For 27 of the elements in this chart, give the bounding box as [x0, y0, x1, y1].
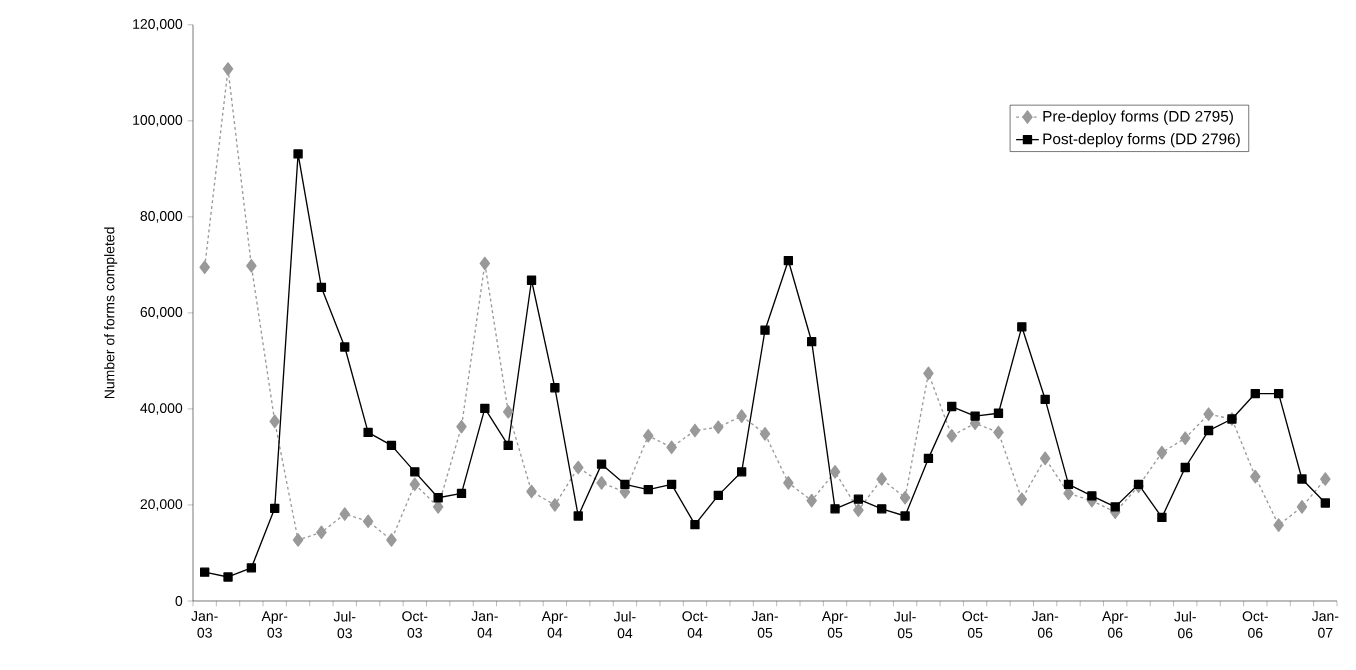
- x-tick-label: Oct-04: [682, 611, 708, 638]
- x-tick-label: Apr-04: [541, 611, 568, 638]
- y-tick-label: 40,000: [140, 403, 183, 415]
- y-tick-label: 120,000: [133, 19, 183, 31]
- y-tick-label: 60,000: [140, 307, 183, 319]
- x-tick-label: Oct-05: [962, 611, 988, 638]
- x-tick-label: Oct-06: [1242, 611, 1268, 638]
- x-tick-label: Apr-05: [821, 611, 848, 638]
- x-tick-label: Jan-06: [1031, 611, 1059, 638]
- x-tick-label: Oct-03: [402, 611, 428, 638]
- x-tick-label: Apr-06: [1102, 611, 1128, 638]
- x-tick-label: Jan-04: [471, 611, 498, 638]
- legend-label: Pre-deploy forms (DD 2795): [1043, 110, 1233, 125]
- y-tick-label: 80,000: [140, 211, 183, 223]
- y-tick-label: 100,000: [133, 115, 183, 127]
- y-tick-label: 0: [175, 596, 183, 606]
- x-tick-label: Jul-04: [613, 611, 636, 639]
- x-tick-label: Apr-03: [261, 611, 288, 638]
- x-tick-label: Jan-03: [191, 611, 218, 638]
- legend-label: Post-deploy forms (DD 2796): [1043, 133, 1240, 148]
- x-tick-label: Jul-05: [894, 611, 916, 639]
- y-tick-label: 20,000: [140, 499, 183, 511]
- x-tick-label: Jan-07: [1311, 611, 1339, 638]
- x-tick-label: Jul-06: [1174, 611, 1196, 639]
- x-tick-label: Jul-03: [333, 611, 356, 639]
- y-axis-title: Number of forms completed: [104, 227, 118, 399]
- x-tick-label: Jan-05: [751, 611, 778, 638]
